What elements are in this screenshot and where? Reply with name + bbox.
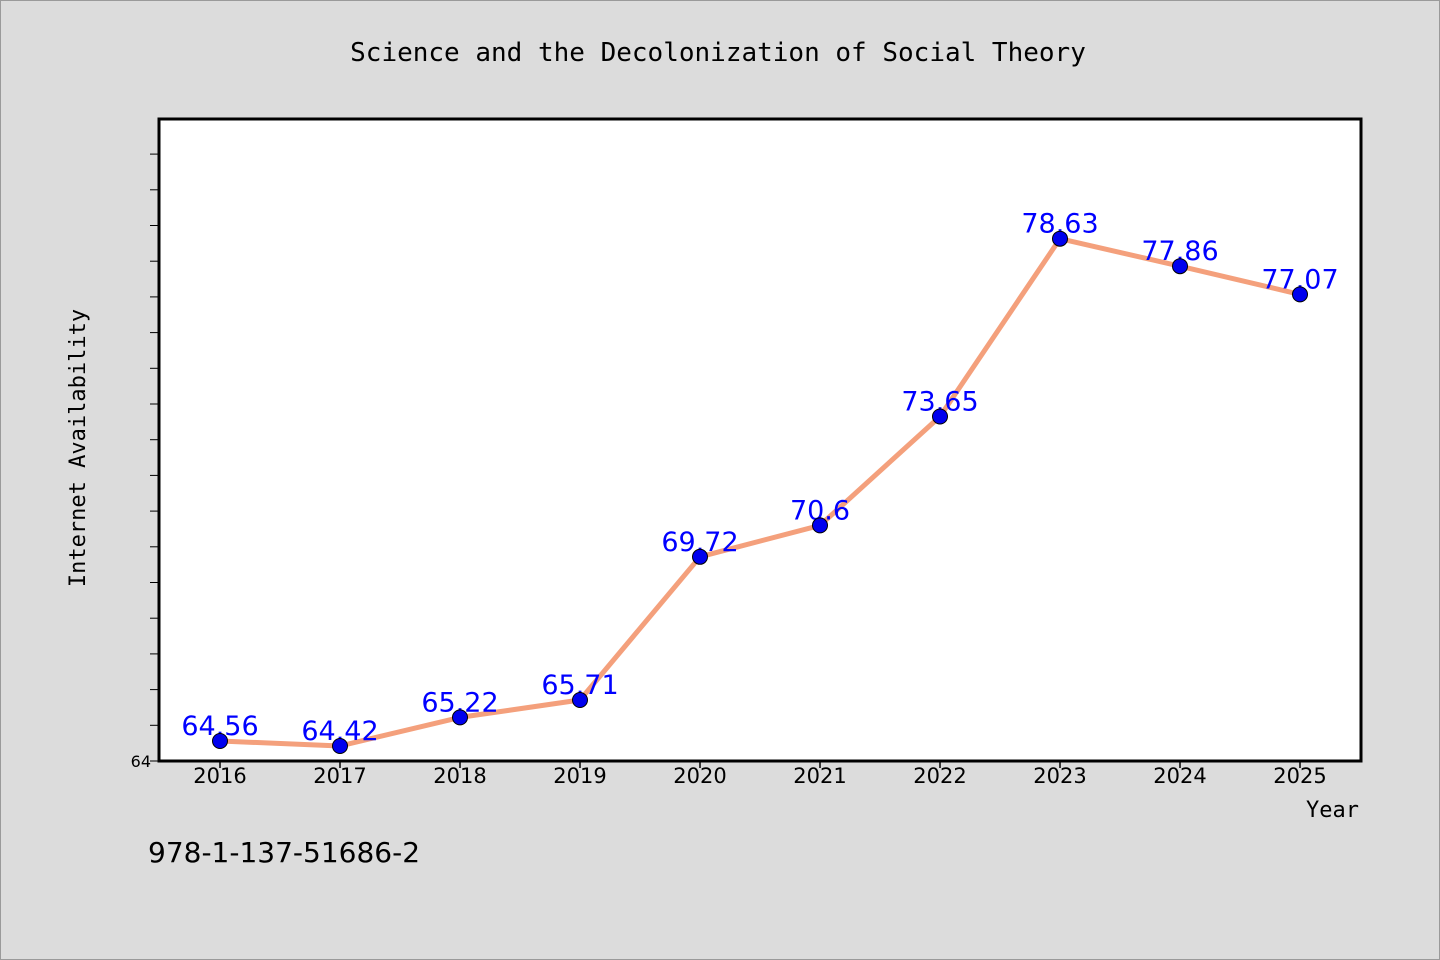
x-tick-label: 2018 (433, 764, 486, 788)
data-point-marker (1292, 286, 1308, 303)
data-point-marker (572, 692, 588, 708)
y-axis-ticks (150, 153, 158, 762)
x-tick-label: 2025 (1273, 764, 1326, 788)
x-tick-label: 2017 (313, 764, 366, 788)
x-axis-tick-labels: 2016 2017 2018 2019 2020 2021 2022 2023 2024 2025 (193, 764, 1326, 788)
data-point-marker (932, 408, 948, 425)
x-tick-label: 2016 (193, 764, 246, 788)
y-axis-label: Internet Availability (66, 309, 91, 587)
x-tick-label: 2024 (1153, 764, 1206, 788)
isbn-text: 978-1-137-51686-2 (148, 836, 420, 869)
plot-area (157, 117, 1363, 763)
x-axis-label: Year (1306, 798, 1359, 823)
chart-title: Science and the Decolonization of Social… (350, 38, 1086, 68)
data-point-marker (212, 733, 228, 749)
x-tick-label: 2021 (793, 764, 846, 788)
series-markers (212, 230, 1308, 754)
data-point-marker (452, 709, 468, 726)
data-point-marker (332, 738, 348, 754)
data-point-marker (812, 517, 828, 534)
series-line (217, 236, 1303, 749)
x-axis-ticks (219, 761, 1301, 768)
x-tick-label: 2019 (553, 764, 606, 788)
data-point-marker (1052, 230, 1068, 247)
data-point-marker (692, 548, 708, 565)
data-point-marker (1172, 258, 1188, 275)
x-tick-label: 2023 (1033, 764, 1086, 788)
x-tick-label: 2020 (673, 764, 726, 788)
y-tick-label: 64 (131, 752, 151, 771)
x-tick-label: 2022 (913, 764, 966, 788)
